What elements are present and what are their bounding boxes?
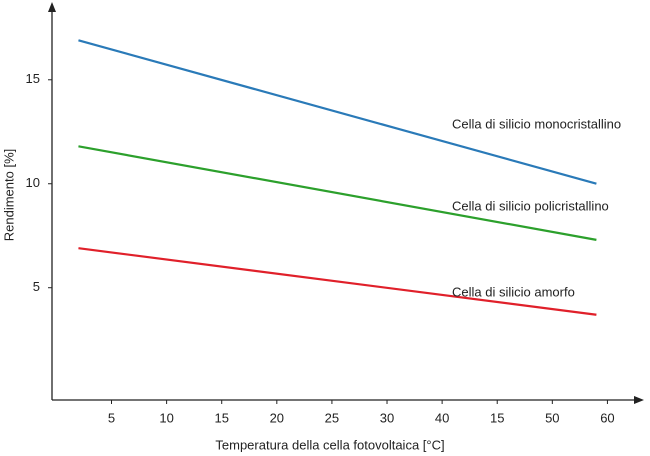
x-tick-label: 25 bbox=[325, 410, 339, 425]
series-label: Cella di silicio amorfo bbox=[452, 284, 575, 299]
x-tick-label: 5 bbox=[108, 410, 115, 425]
x-tick-label: 15 bbox=[490, 410, 504, 425]
x-tick-label: 40 bbox=[435, 410, 449, 425]
x-tick-label: 30 bbox=[380, 410, 394, 425]
y-tick-label: 5 bbox=[33, 279, 40, 294]
series-label: Cella di silicio monocristallino bbox=[452, 116, 621, 131]
x-arrow bbox=[634, 396, 644, 404]
x-tick-label: 20 bbox=[270, 410, 284, 425]
x-tick-label: 15 bbox=[214, 410, 228, 425]
x-tick-label: 60 bbox=[600, 410, 614, 425]
x-tick-label: 10 bbox=[159, 410, 173, 425]
series-line bbox=[78, 145, 597, 241]
series-line bbox=[78, 39, 597, 185]
series-label: Cella di silicio policristallino bbox=[452, 198, 609, 213]
x-tick-label: 50 bbox=[545, 410, 559, 425]
series-line bbox=[78, 247, 597, 316]
y-arrow bbox=[48, 2, 56, 12]
y-tick-label: 10 bbox=[26, 175, 40, 190]
y-tick-label: 15 bbox=[26, 71, 40, 86]
x-axis-label: Temperatura della cella fotovoltaica [°C… bbox=[215, 437, 444, 452]
y-axis-label: Rendimento [%] bbox=[1, 149, 16, 242]
